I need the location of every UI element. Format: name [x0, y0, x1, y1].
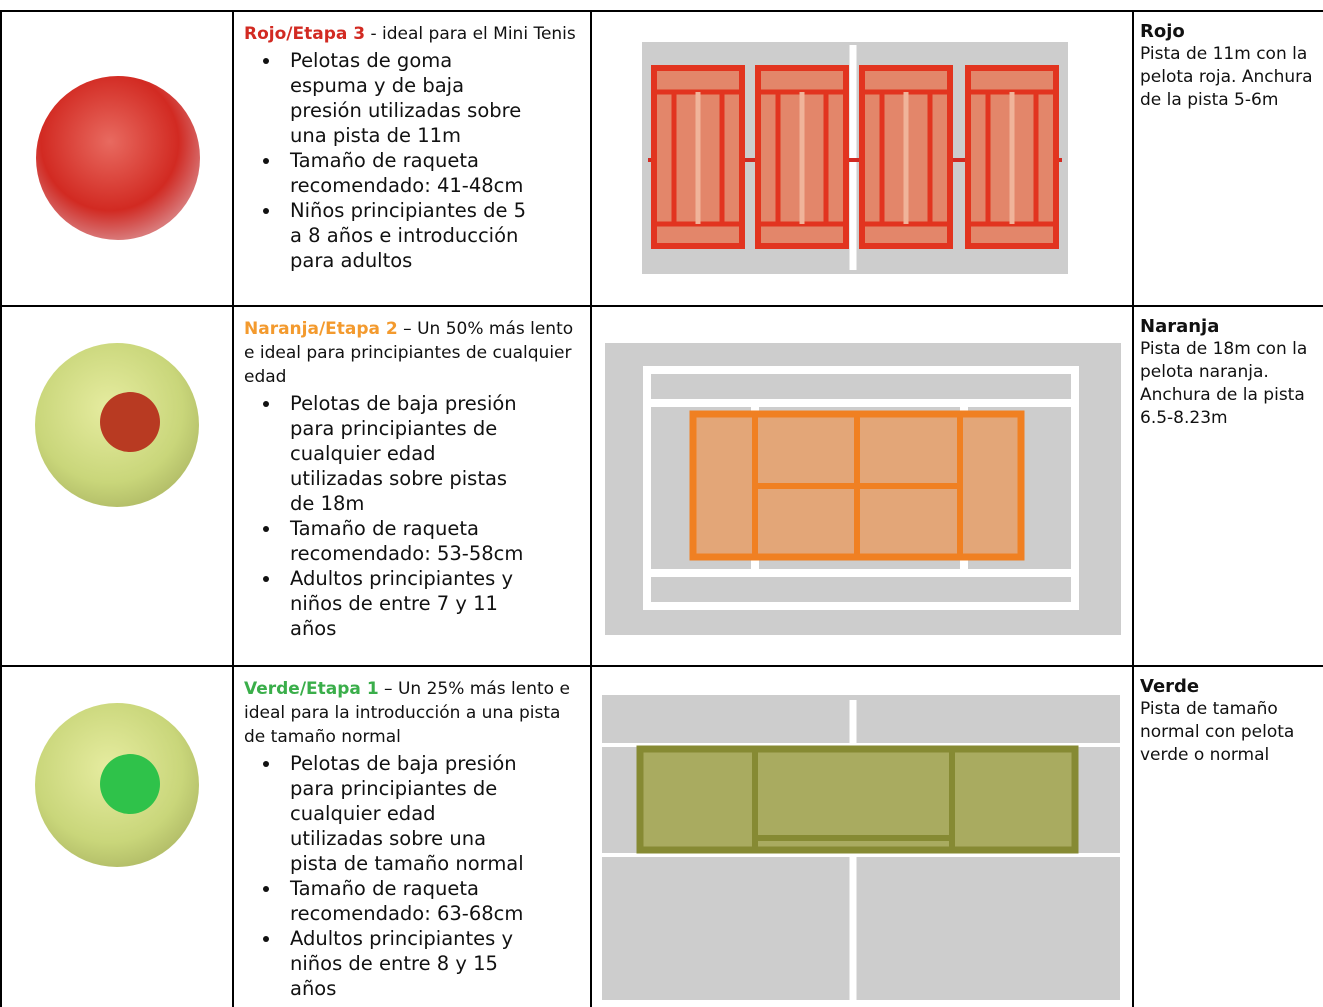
stage-title: Rojo/Etapa 3	[244, 24, 366, 44]
bullet: Tamaño de raqueta recomendado: 41-48cm	[282, 148, 532, 198]
bullet: Pelotas de baja presión para principiant…	[282, 751, 532, 876]
side-title: Rojo	[1140, 21, 1185, 42]
orange-dot	[100, 392, 160, 452]
bullets: Pelotas de baja presión para principiant…	[244, 391, 532, 641]
side-cell: Rojo Pista de 11m con la pelota roja. Anc…	[1132, 10, 1323, 305]
red-ball	[36, 76, 200, 240]
bullet: Tamaño de raqueta recomendado: 53-58cm	[282, 516, 532, 566]
court-cell	[590, 305, 1132, 665]
stage-title: Naranja/Etapa 2	[244, 319, 398, 339]
court-cell	[590, 665, 1132, 1007]
ball-cell	[0, 305, 232, 665]
bullet: Adultos principiantes y niños de entre 7…	[282, 566, 532, 641]
description-cell: Rojo/Etapa 3 - ideal para el Mini Tenis …	[232, 10, 590, 305]
side-text: Pista de tamaño normal con pelota verde …	[1140, 699, 1295, 765]
stage-intro: - ideal para el Mini Tenis	[365, 24, 576, 44]
bullet: Pelotas de goma espuma y de baja presión…	[282, 48, 532, 148]
side-cell: Verde Pista de tamaño normal con pelota v…	[1132, 665, 1323, 1007]
stage-title: Verde/Etapa 1	[244, 679, 379, 699]
green-dot	[100, 754, 160, 814]
side-title: Verde	[1140, 676, 1200, 697]
side-cell: Naranja Pista de 18m con la pelota naranj…	[1132, 305, 1323, 665]
bullet: Niños principiantes de 5 a 8 años e intr…	[282, 198, 532, 273]
bullet: Tamaño de raqueta recomendado: 63-68cm	[282, 876, 532, 926]
bullet: Adultos principiantes y niños de entre 8…	[282, 926, 532, 1001]
court-cell	[590, 10, 1132, 305]
description-cell: Naranja/Etapa 2 – Un 50% más lento e ide…	[232, 305, 590, 665]
stage-intro: – Un 50% más lento e ideal para principi…	[244, 319, 574, 387]
orange-court	[605, 343, 1121, 635]
side-text: Pista de 11m con la pelota roja. Anchura…	[1140, 44, 1313, 110]
bullet: Pelotas de baja presión para principiant…	[282, 391, 532, 516]
bullets: Pelotas de baja presión para principiant…	[244, 751, 532, 1001]
bullets: Pelotas de goma espuma y de baja presión…	[244, 48, 532, 273]
red-courts	[642, 42, 1068, 274]
stage-intro: – Un 25% más lento e ideal para la intro…	[244, 679, 570, 747]
ball-cell	[0, 665, 232, 1007]
description-cell: Verde/Etapa 1 – Un 25% más lento e ideal…	[232, 665, 590, 1007]
side-title: Naranja	[1140, 316, 1220, 337]
green-court	[602, 695, 1120, 1000]
side-text: Pista de 18m con la pelota naranja. Anch…	[1140, 339, 1308, 428]
